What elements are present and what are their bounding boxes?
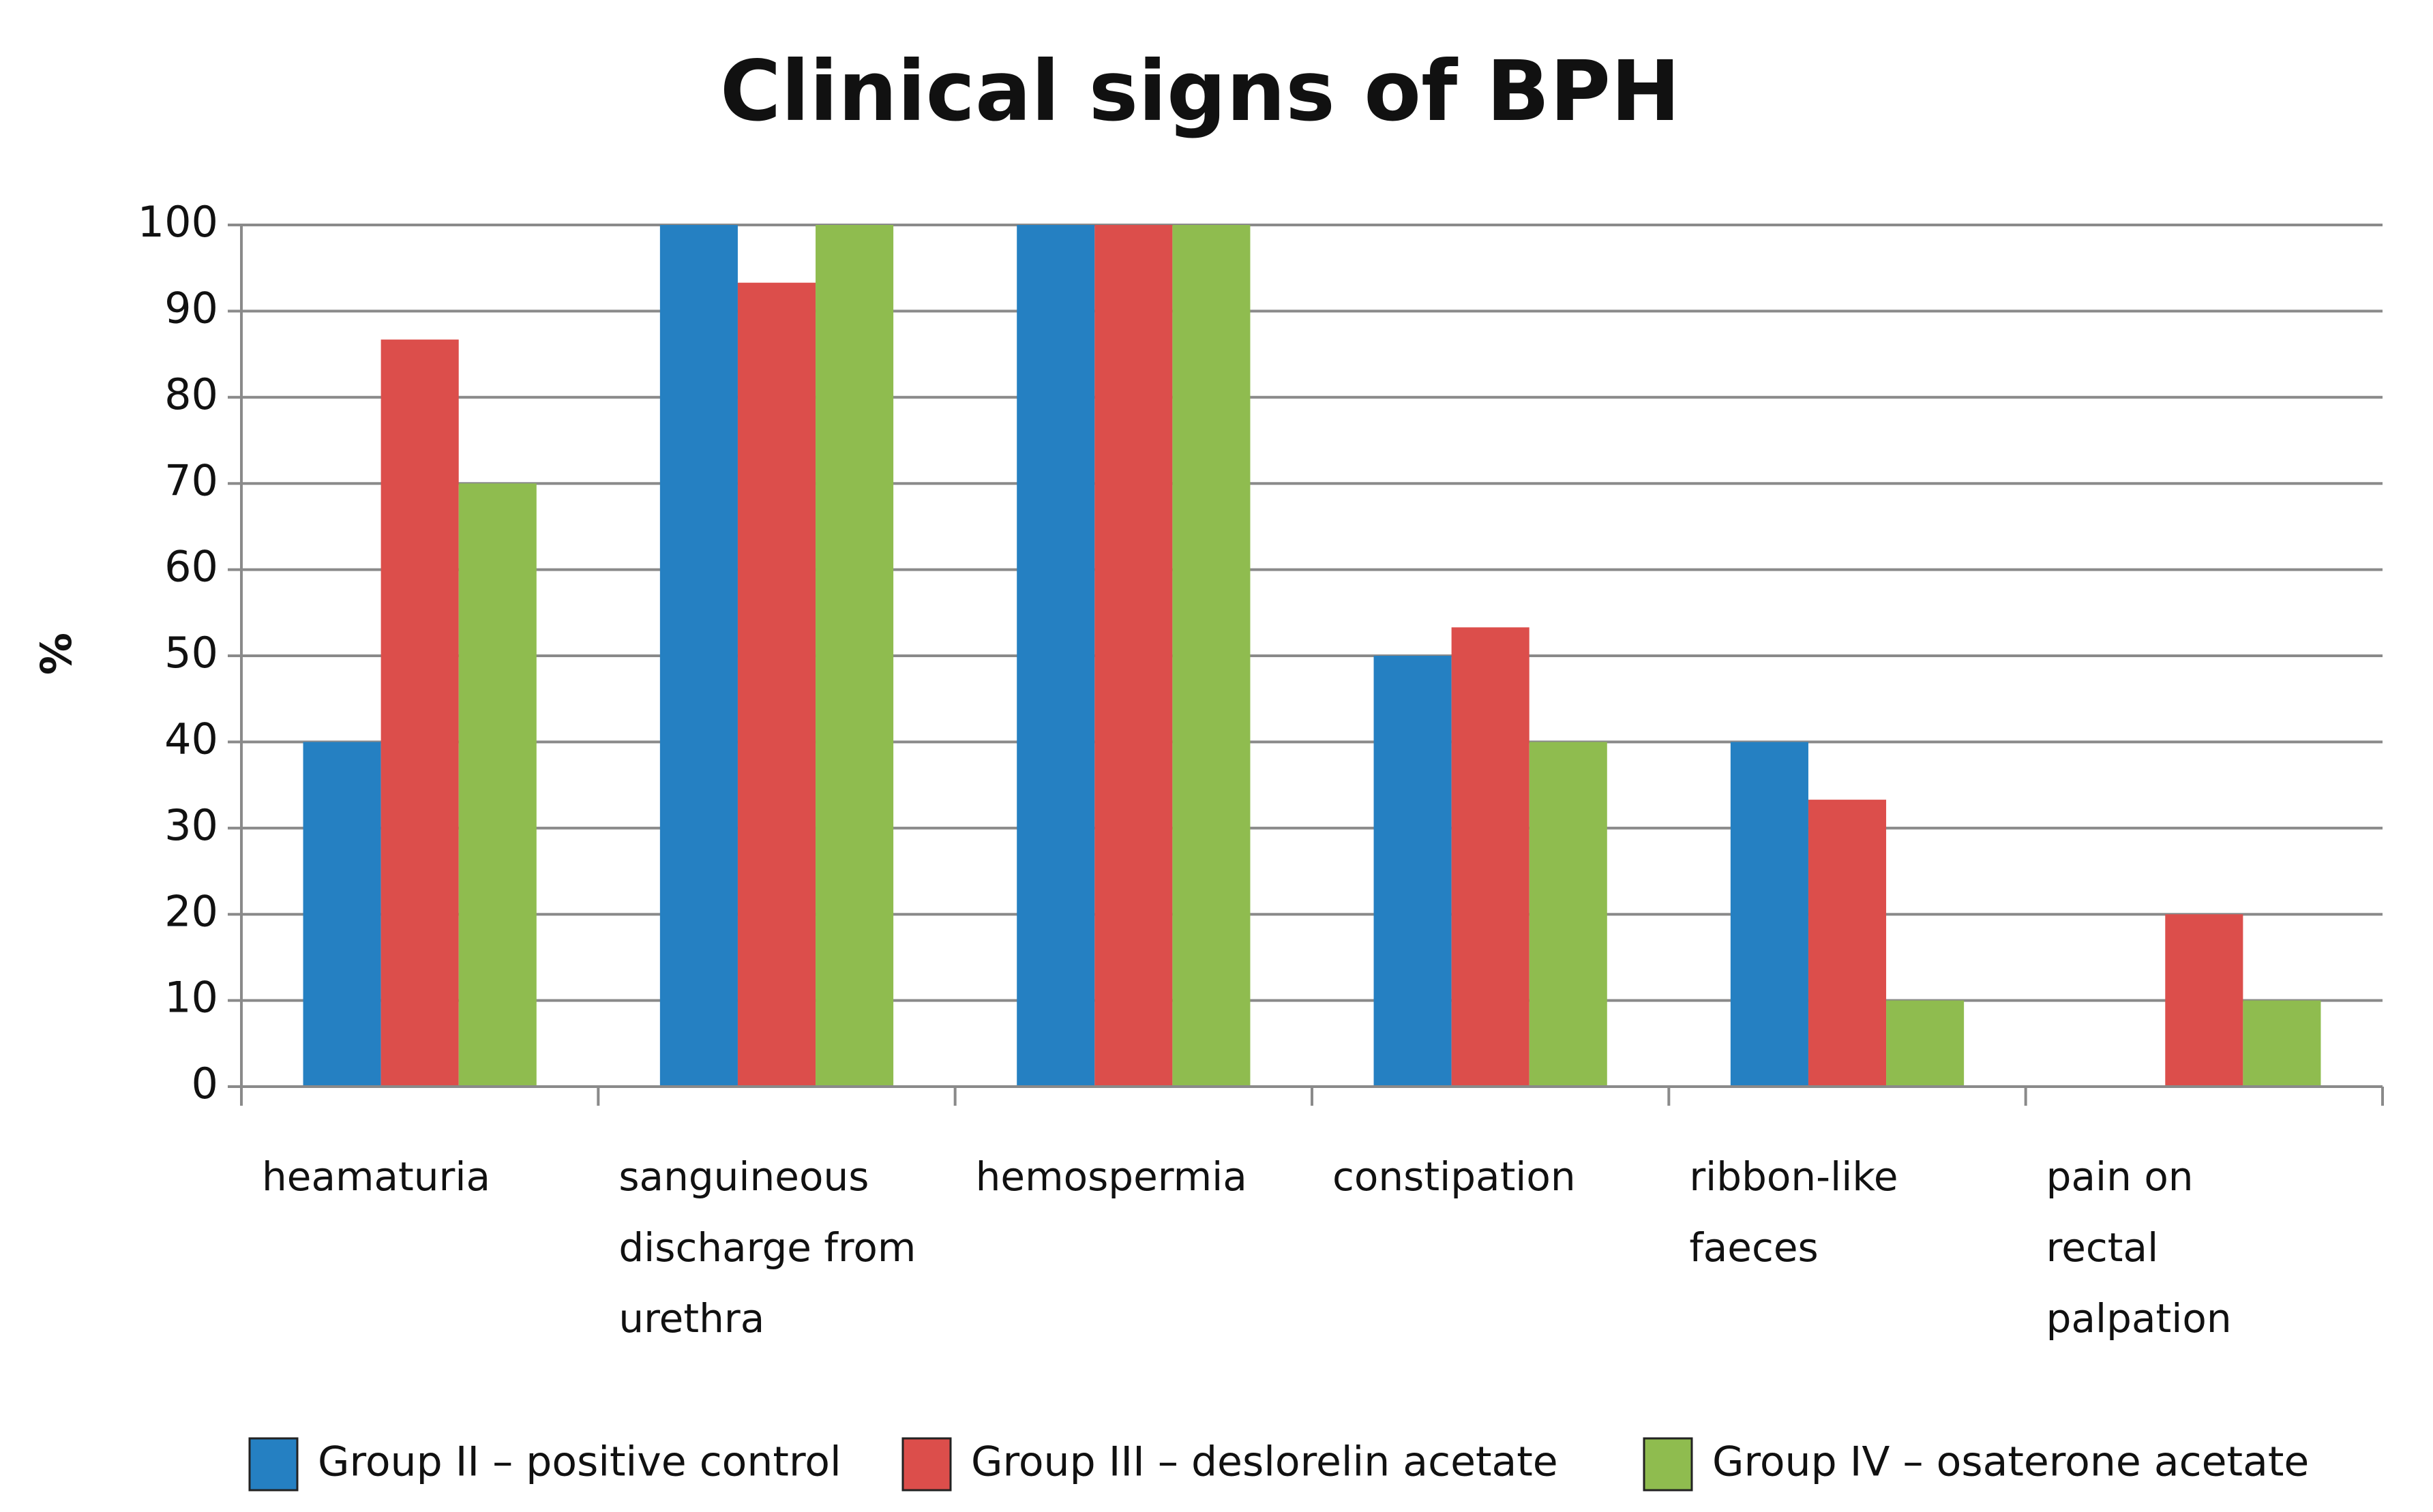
y-tick-label: 10 [164, 973, 218, 1023]
y-tick-label: 0 [192, 1059, 218, 1108]
x-tick-label: ribbon-like faeces [1689, 1153, 1898, 1271]
bar [1094, 225, 1173, 1087]
chart-title: Clinical signs of BPH [720, 43, 1680, 140]
bar [1172, 225, 1251, 1087]
bar [737, 282, 816, 1087]
y-tick-label: 30 [164, 800, 218, 850]
bar [2243, 1000, 2321, 1087]
bar [1730, 742, 1808, 1087]
y-tick-label: 70 [164, 455, 218, 505]
legend-swatch [1643, 1437, 1693, 1492]
y-tick-label: 50 [164, 628, 218, 678]
y-tick-label: 60 [164, 542, 218, 592]
legend-swatch [248, 1437, 299, 1492]
legend-swatch [901, 1437, 952, 1492]
bar [2165, 914, 2243, 1087]
legend-label: Group III – deslorelin acetate [971, 1438, 1558, 1486]
x-tick-label: hemospermia [975, 1153, 1247, 1200]
x-tick-label: constipation [1332, 1153, 1576, 1200]
bar [1017, 225, 1095, 1087]
bar [1808, 800, 1887, 1087]
bar [1373, 656, 1452, 1087]
bar [659, 225, 738, 1087]
bar [380, 339, 459, 1087]
legend-label: Group IV – osaterone acetate [1712, 1438, 2309, 1486]
y-tick-label: 20 [164, 886, 218, 936]
legend-label: Group II – positive control [318, 1438, 841, 1486]
bar [458, 483, 537, 1087]
x-tick-label: sanguineous discharge from urethra [618, 1153, 916, 1342]
bar [303, 742, 381, 1087]
bar [816, 225, 894, 1087]
y-axis-label: % [31, 633, 81, 675]
bar [1529, 742, 1607, 1087]
y-tick-label: 90 [164, 283, 218, 333]
x-tick-label: heamaturia [262, 1153, 491, 1200]
y-tick-label: 80 [164, 369, 218, 419]
x-tick-label: pain on rectal palpation [2046, 1153, 2232, 1342]
y-tick-label: 100 [138, 197, 218, 247]
bar [1886, 1000, 1965, 1087]
y-tick-label: 40 [164, 714, 218, 763]
bar [1451, 627, 1529, 1087]
